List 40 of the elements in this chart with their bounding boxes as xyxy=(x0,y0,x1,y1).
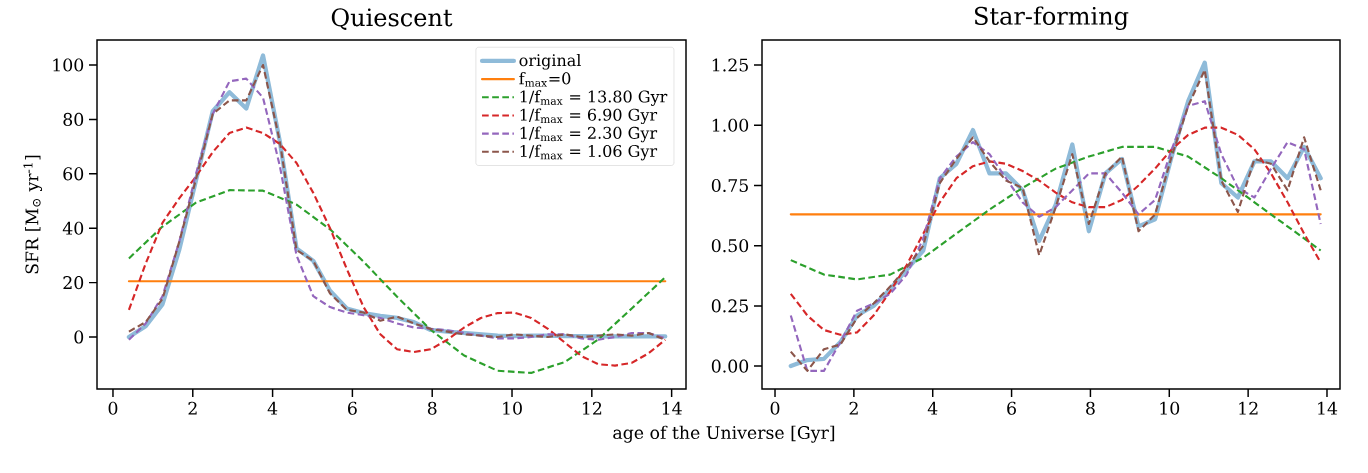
x-tick-label: 12 xyxy=(582,401,602,415)
x-tick-label: 14 xyxy=(1318,401,1338,415)
x-tick-label: 6 xyxy=(1007,401,1016,415)
x-tick-label: 0 xyxy=(770,401,780,415)
x-tick-label: 0 xyxy=(108,401,118,415)
y-tick-label: 0.00 xyxy=(711,359,749,373)
x-tick-label: 8 xyxy=(427,401,437,415)
line-series xyxy=(127,189,667,375)
chart-title: Quiescent xyxy=(331,8,453,30)
line-series xyxy=(789,126,1322,336)
y-axis-title: SFR [M$_{⊙}$ yr$^{-1}$] xyxy=(23,155,43,274)
x-tick-label: 2 xyxy=(188,401,197,415)
x-tick-label: 6 xyxy=(348,401,357,415)
legend-label: 1/f$_{max}$ = 6.90 Gyr xyxy=(520,108,658,125)
y-tick-label: 1.00 xyxy=(712,118,749,132)
x-tick-label: 10 xyxy=(1160,401,1180,415)
x-tick-label: 10 xyxy=(503,401,522,415)
x-tick-label: 12 xyxy=(1239,401,1258,415)
y-tick-label: 0.25 xyxy=(711,299,748,313)
y-tick-label: 20 xyxy=(63,276,84,290)
legend-label: original xyxy=(519,53,581,70)
x-tick-label: 8 xyxy=(1086,401,1095,415)
x-tick-label: 14 xyxy=(662,401,682,415)
y-tick-label: 100 xyxy=(53,58,84,72)
y-tick-label: 40 xyxy=(62,221,84,235)
y-tick-label: 0 xyxy=(74,330,84,344)
x-tick-label: 4 xyxy=(927,401,938,415)
legend-label: f$_{max}$=0 xyxy=(519,72,571,87)
legend-label: 1/f$_{max}$ = 13.80 Gyr xyxy=(520,90,668,106)
legend-label: 1/f$_{max}$ = 2.30 Gyr xyxy=(520,126,658,143)
y-tick-label: 80 xyxy=(63,112,84,126)
x-tick-label: 4 xyxy=(267,401,278,415)
x-tick-label: 2 xyxy=(849,401,858,415)
x-axis-title: age of the Universe [Gyr] xyxy=(613,425,835,443)
chart-title: Star-forming xyxy=(974,6,1129,30)
y-tick-label: 0.75 xyxy=(711,178,748,193)
legend-label: 1/f$_{max}$ = 1.06 Gyr xyxy=(520,144,658,161)
y-tick-label: 60 xyxy=(63,167,84,181)
y-tick-label: 1.25 xyxy=(712,58,748,72)
y-tick-label: 0.50 xyxy=(711,239,749,253)
